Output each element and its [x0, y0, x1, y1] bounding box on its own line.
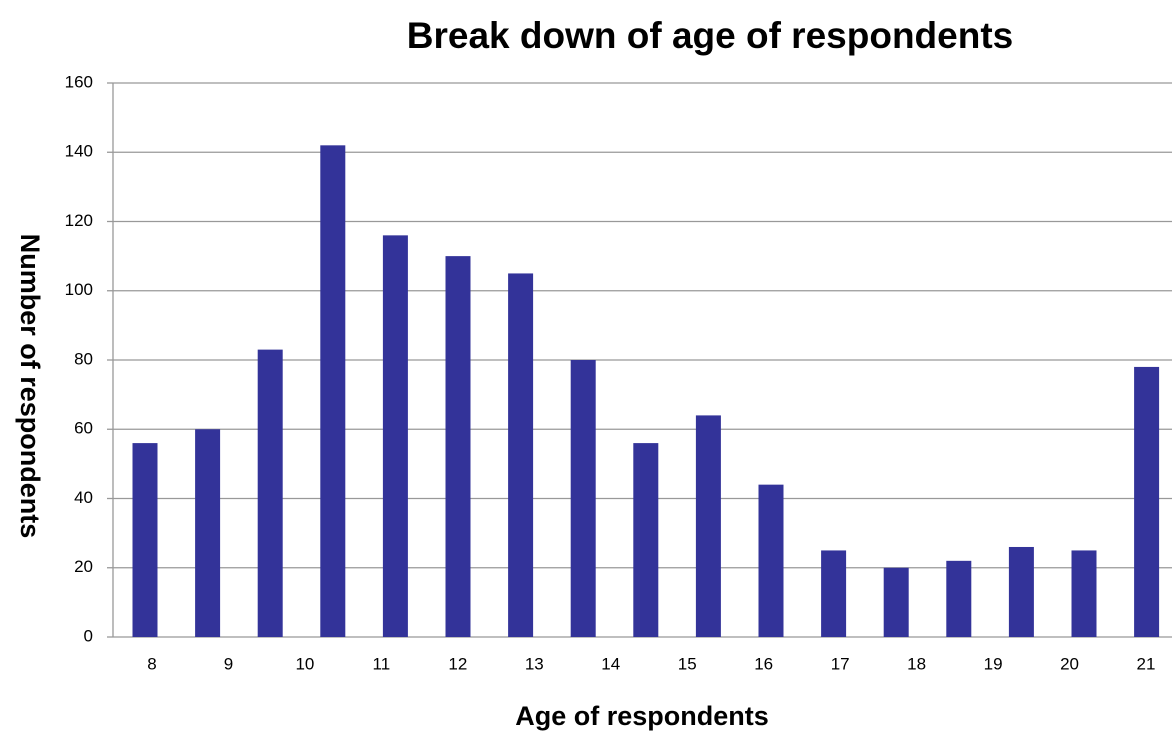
y-tick-label: 0 [84, 626, 93, 645]
x-tick-label: 19 [984, 654, 1003, 673]
x-tick-label: 17 [831, 654, 850, 673]
x-tick-label: 9 [224, 654, 233, 673]
bar [633, 443, 659, 637]
x-tick-label: 8 [147, 654, 156, 673]
bar [195, 429, 221, 637]
bar [821, 550, 847, 637]
x-tick-label: 12 [448, 654, 467, 673]
y-tick-label: 100 [65, 280, 93, 299]
y-tick-label: 60 [74, 419, 93, 438]
bar [257, 349, 283, 637]
y-tick-label: 160 [65, 72, 93, 91]
y-tick-label: 80 [74, 349, 93, 368]
bar [508, 273, 534, 637]
bar [1134, 366, 1160, 637]
y-tick-label: 140 [65, 142, 93, 161]
bar [445, 256, 471, 637]
y-tick-label: 40 [74, 488, 93, 507]
x-tick-label: 15 [678, 654, 697, 673]
x-tick-label: 18 [907, 654, 926, 673]
bar [382, 235, 408, 637]
y-tick-label: 20 [74, 557, 93, 576]
bar [695, 415, 721, 637]
x-tick-label: 14 [601, 654, 620, 673]
x-axis-label: Age of respondents [515, 701, 769, 731]
x-tick-label: 11 [373, 654, 391, 673]
bar [132, 443, 158, 637]
bar [320, 145, 346, 637]
bar [946, 560, 972, 637]
bar [758, 484, 784, 637]
x-tick-label: 20 [1060, 654, 1079, 673]
bar [1071, 550, 1097, 637]
x-tick-label: 16 [754, 654, 773, 673]
bar [883, 567, 909, 637]
x-tick-label: 10 [295, 654, 314, 673]
x-tick-label: 21 [1137, 654, 1156, 673]
chart-title: Break down of age of respondents [407, 15, 1013, 56]
y-tick-label: 120 [65, 211, 93, 230]
x-tick-label: 13 [525, 654, 544, 673]
bar [570, 360, 596, 637]
bar [1008, 546, 1034, 637]
y-axis-label: Number of respondents [15, 234, 45, 539]
